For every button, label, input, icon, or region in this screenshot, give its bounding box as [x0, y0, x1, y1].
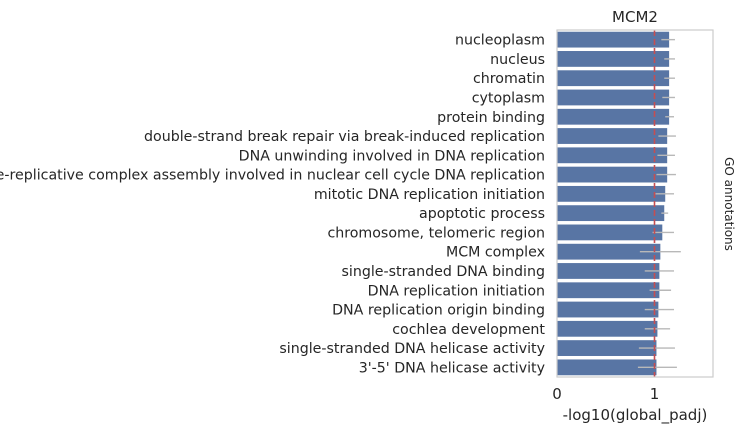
category-label: cochlea development — [392, 322, 545, 338]
plot-frame — [556, 29, 714, 378]
category-label: pre-replicative complex assembly involve… — [0, 168, 545, 184]
category-label: single-stranded DNA binding — [342, 264, 545, 280]
category-label: chromosome, telomeric region — [327, 225, 545, 241]
x-tick-label: 0 — [552, 385, 562, 403]
error-bars-layer — [637, 38, 681, 369]
bar — [557, 320, 658, 337]
bar — [557, 301, 659, 318]
chart-title: MCM2 — [612, 8, 658, 26]
bar — [557, 31, 670, 48]
bar — [557, 224, 663, 241]
bar — [557, 147, 668, 164]
bars-layer — [557, 31, 670, 376]
bar — [557, 359, 657, 376]
bar — [557, 205, 665, 222]
category-label: 3'-5' DNA helicase activity — [359, 360, 545, 376]
bar — [557, 243, 661, 260]
category-label: DNA replication initiation — [368, 283, 545, 299]
bar — [557, 185, 666, 202]
category-label: chromatin — [473, 71, 545, 87]
bar — [557, 340, 657, 356]
category-label: DNA unwinding involved in DNA replicatio… — [239, 148, 545, 164]
category-labels-layer: nucleoplasm nucleus chromatin cytoplasm prot… — [0, 33, 545, 377]
category-label: DNA replication origin binding — [332, 303, 545, 319]
category-label: apoptotic process — [419, 206, 545, 222]
category-label: protein binding — [437, 110, 545, 126]
x-axis-label: -log10(global_padj) — [563, 406, 708, 425]
category-label: single-stranded DNA helicase activity — [279, 341, 545, 357]
category-label: MCM complex — [446, 245, 545, 261]
x-tick-label: 1 — [650, 385, 660, 403]
category-label: mitotic DNA replication initiation — [314, 187, 545, 203]
category-label: cytoplasm — [472, 90, 545, 106]
bar — [557, 108, 670, 125]
category-label: nucleoplasm — [455, 33, 545, 49]
bar — [557, 128, 668, 144]
category-label: double-strand break repair via break-ind… — [144, 129, 545, 145]
side-annotation-label: GO annotations — [722, 157, 736, 251]
bar — [557, 89, 670, 106]
bar — [557, 282, 660, 299]
bar — [557, 263, 660, 279]
bar — [557, 70, 670, 87]
category-label: nucleus — [490, 52, 545, 68]
bar — [557, 166, 668, 183]
bar — [557, 51, 670, 67]
